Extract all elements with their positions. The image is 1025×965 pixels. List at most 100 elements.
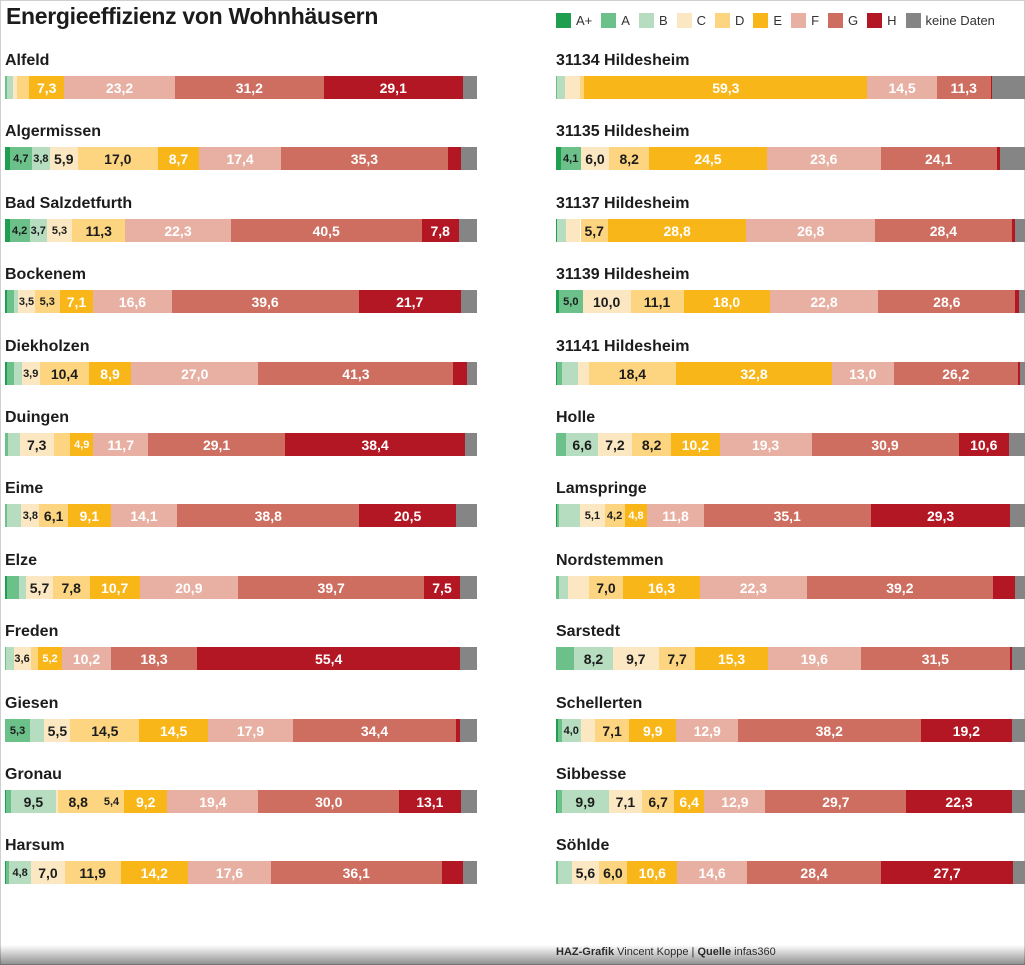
bar-segment — [5, 362, 8, 385]
bar-segment: 24,1 — [880, 147, 997, 170]
bar-segment: 41,3 — [258, 362, 454, 385]
bar-segment: 6,0 — [598, 861, 628, 884]
chart-row: 31139 Hildesheim 5,0 10,0 11,1 18,0 22,8 28,6 — [556, 266, 1025, 337]
row-label: 31139 Hildesheim — [556, 266, 690, 283]
bar-segment — [7, 76, 13, 99]
legend-item-d: D — [715, 12, 745, 28]
bar-segment: 32,8 — [676, 362, 832, 385]
credit-source-label: Quelle — [697, 946, 732, 958]
legend-swatch — [601, 12, 617, 28]
bar-segment: 28,8 — [607, 219, 747, 242]
bar-segment — [556, 290, 559, 313]
bar-segment — [1020, 362, 1025, 385]
bar-segment — [17, 76, 30, 99]
bar-segment: 4,2 — [604, 504, 625, 527]
bar-segment — [5, 433, 8, 456]
legend-swatch — [676, 12, 692, 28]
bar-segment: 9,9 — [561, 790, 609, 813]
chart-row: Sarstedt 8,2 9,7 7,7 15,3 19,6 31,5 — [556, 623, 1025, 694]
bar-segment: 5,7 — [580, 219, 608, 242]
row-label: Elze — [5, 552, 38, 569]
stacked-bar: 4,1 6,0 8,2 24,5 23,6 24,1 — [556, 147, 1025, 170]
bar-segment: 8,7 — [157, 147, 199, 170]
bar-segment: 21,7 — [358, 290, 461, 313]
bar-segment — [462, 861, 477, 884]
bar-segment: 20,5 — [359, 504, 456, 527]
legend-label: A — [621, 12, 630, 28]
bar-segment — [460, 147, 477, 170]
stacked-bar: 8,2 9,7 7,7 15,3 19,6 31,5 — [556, 647, 1025, 670]
credit-brand: HAZ-Grafik — [556, 946, 615, 958]
bar-segment: 8,2 — [574, 647, 613, 670]
stacked-bar: 9,9 7,1 6,7 6,4 12,9 29,7 22,3 — [556, 790, 1025, 813]
chart-row: Lamspringe 5,1 4,2 4,8 11,8 35,1 29,3 — [556, 480, 1025, 551]
bar-segment — [580, 719, 596, 742]
bar-segment — [5, 861, 7, 884]
bar-segment — [1011, 219, 1015, 242]
bar-segment: 38,4 — [284, 433, 466, 456]
bar-segment: 23,6 — [766, 147, 881, 170]
row-label: Sibbesse — [556, 766, 627, 783]
legend-label: B — [658, 12, 668, 28]
bar-segment — [460, 719, 477, 742]
stacked-bar: 5,7 7,8 10,7 20,9 39,7 7,5 — [5, 576, 477, 599]
legend-item-c: C — [676, 12, 706, 28]
bar-segment: 7,2 — [597, 433, 633, 456]
bar-segment: 3,7 — [29, 219, 47, 242]
bar-segment: 10,0 — [582, 290, 631, 313]
legend-label: H — [887, 12, 897, 28]
bar-segment: 14,6 — [677, 861, 747, 884]
bar-segment: 34,4 — [292, 719, 457, 742]
bar-segment — [453, 362, 467, 385]
stacked-bar: 5,7 28,8 26,8 28,4 — [556, 219, 1025, 242]
bar-segment — [1014, 576, 1025, 599]
bar-segment: 9,5 — [11, 790, 56, 813]
bar-segment: 10,2 — [671, 433, 720, 456]
bar-segment — [1018, 290, 1025, 313]
stacked-bar: 59,3 14,5 11,3 — [556, 76, 1025, 99]
bar-segment — [556, 433, 567, 456]
bar-segment — [53, 433, 71, 456]
bar-segment: 29,1 — [323, 76, 463, 99]
legend-label: D — [735, 12, 745, 28]
row-label: Alfeld — [5, 52, 50, 69]
bar-segment: 7,1 — [59, 290, 94, 313]
bar-segment: 4,7 — [9, 147, 32, 170]
chart-row: Holle 6,6 7,2 8,2 10,2 19,3 30,9 10,6 — [556, 409, 1025, 480]
bar-segment: 5,4 — [98, 790, 125, 813]
legend-swatch — [753, 12, 769, 28]
row-label: Diekholzen — [5, 338, 90, 355]
bar-segment — [466, 362, 477, 385]
bar-segment — [999, 147, 1025, 170]
bar-segment: 5,3 — [34, 290, 60, 313]
legend-item-g: G — [828, 12, 858, 28]
stacked-bar: 5,0 10,0 11,1 18,0 22,8 28,6 — [556, 290, 1025, 313]
bar-segment — [455, 504, 477, 527]
bar-segment — [557, 76, 565, 99]
bar-segment — [562, 362, 579, 385]
stacked-bar: 5,1 4,2 4,8 11,8 35,1 29,3 — [556, 504, 1025, 527]
bar-segment: 3,8 — [31, 147, 50, 170]
bar-segment: 22,3 — [125, 219, 231, 242]
bar-segment: 28,6 — [878, 290, 1016, 313]
bar-segment — [556, 147, 561, 170]
bar-segment: 14,1 — [110, 504, 178, 527]
bar-segment: 6,0 — [580, 147, 610, 170]
bar-segment — [1012, 647, 1025, 670]
bar-segment — [557, 790, 562, 813]
bar-segment: 12,9 — [676, 719, 738, 742]
chart-row: Bockenem 3,5 5,3 7,1 16,6 39,6 21,7 — [5, 266, 477, 337]
bar-segment: 18,0 — [683, 290, 770, 313]
bar-segment — [14, 290, 19, 313]
bar-segment: 7,1 — [608, 790, 643, 813]
stacked-bar: 7,3 23,2 31,2 29,1 — [5, 76, 477, 99]
bar-segment: 4,2 — [9, 219, 30, 242]
bar-segment — [1012, 861, 1025, 884]
bar-segment: 10,2 — [62, 647, 111, 670]
bar-segment: 7,3 — [19, 433, 54, 456]
bar-segment: 10,6 — [627, 861, 678, 884]
bar-segment: 19,6 — [767, 647, 861, 670]
bar-segment: 14,5 — [867, 76, 937, 99]
row-label: Bad Salzdetfurth — [5, 195, 133, 212]
chart-row: Bad Salzdetfurth 4,2 3,7 5,3 11,3 22,3 40,5 7,8 — [5, 195, 477, 266]
